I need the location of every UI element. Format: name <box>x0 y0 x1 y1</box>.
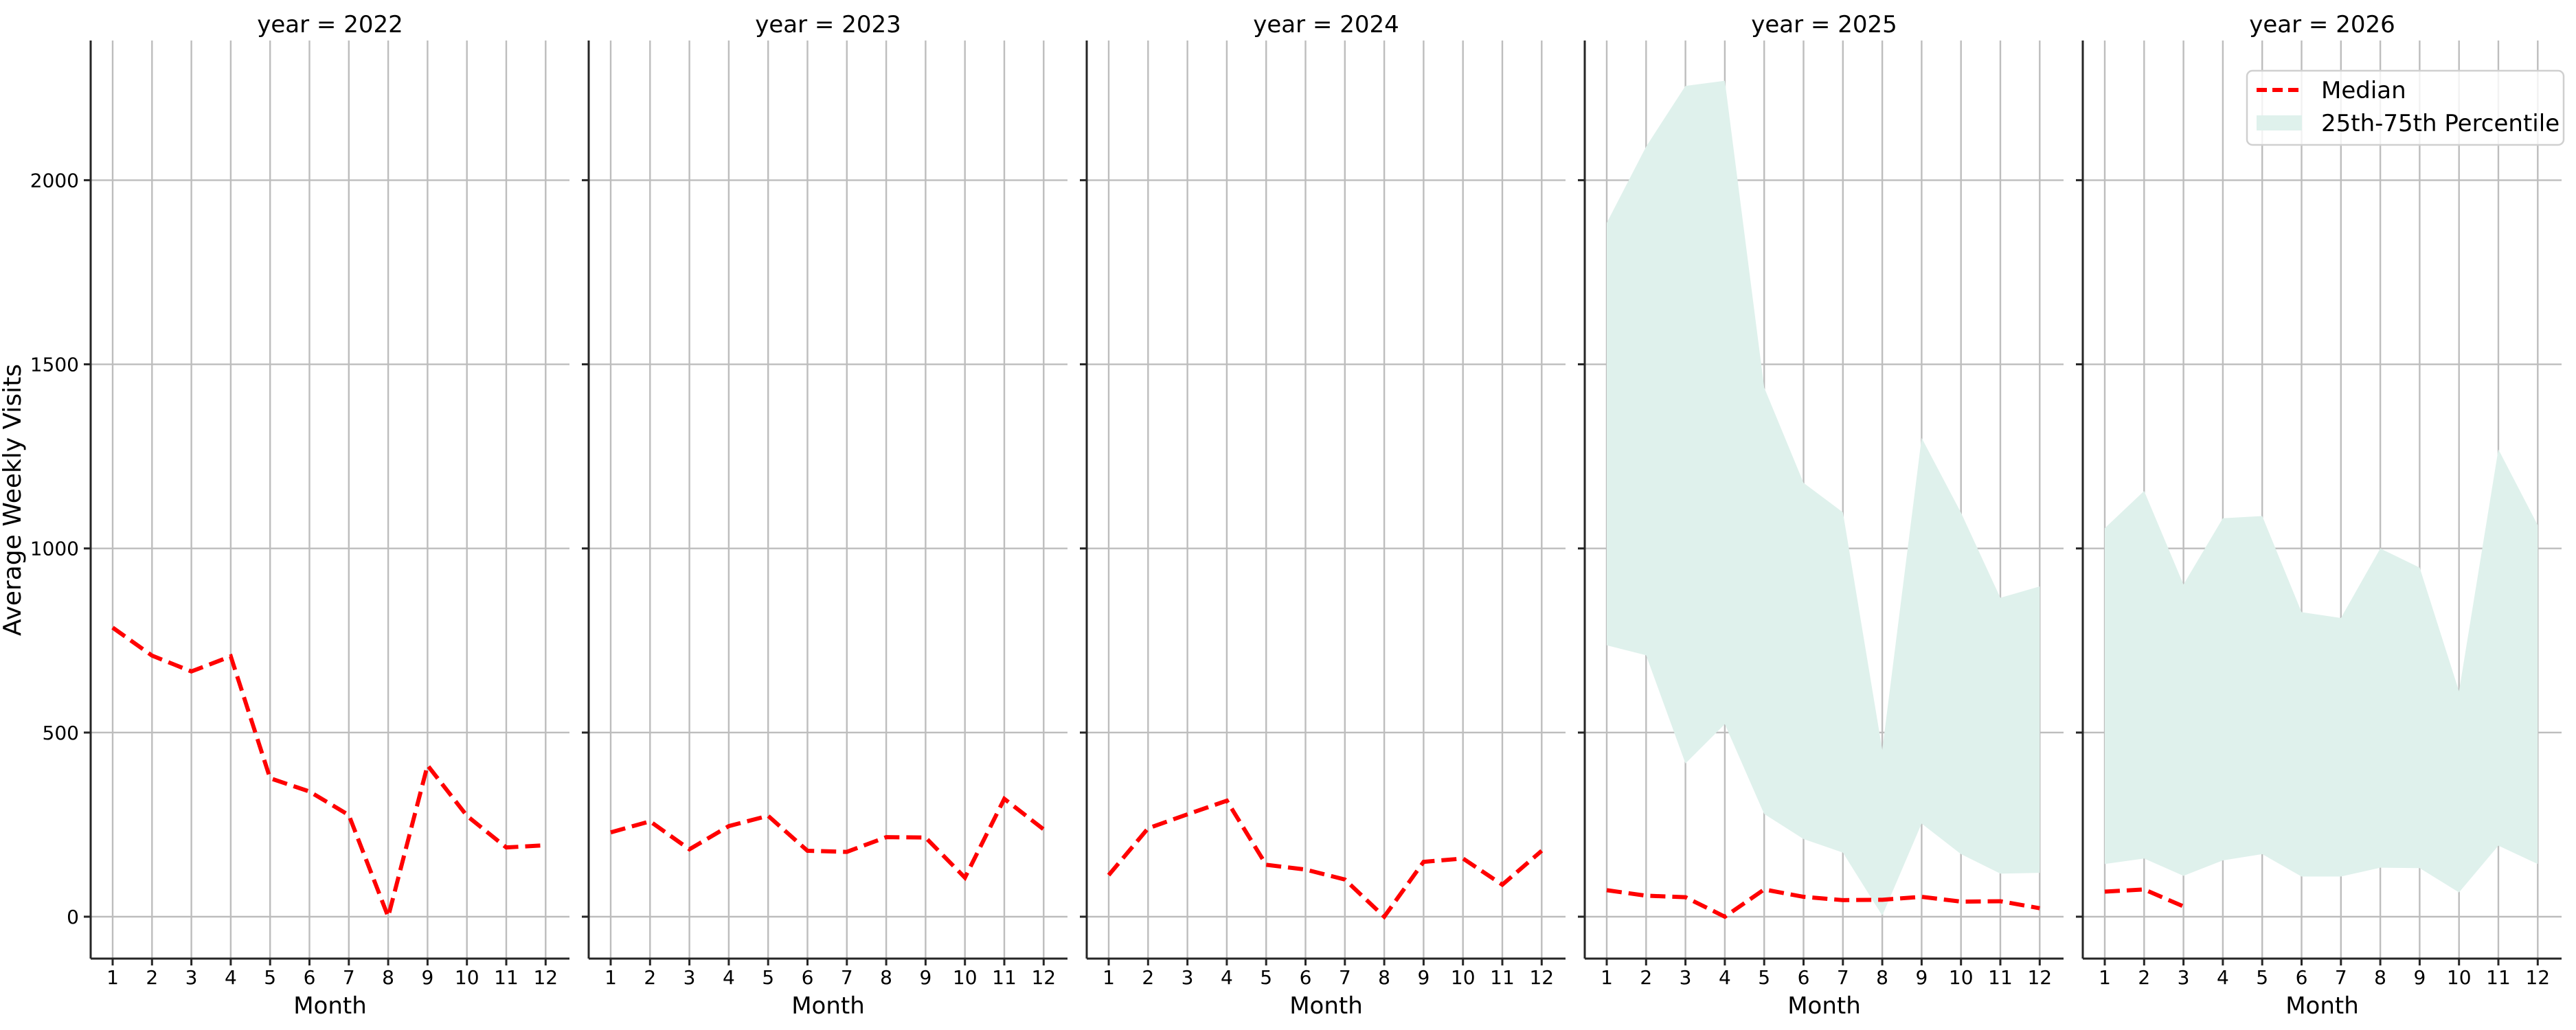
x-tick-label: 1 <box>1103 966 1115 989</box>
x-tick-label: 12 <box>1529 966 1554 989</box>
x-tick-label: 9 <box>1417 966 1430 989</box>
x-tick-label: 1 <box>2099 966 2111 989</box>
x-tick-label: 7 <box>343 966 355 989</box>
x-tick-label: 11 <box>2486 966 2511 989</box>
y-tick-label: 1000 <box>30 538 79 560</box>
x-axis-label: Month <box>791 992 865 1020</box>
legend-band-swatch <box>2257 115 2302 130</box>
x-tick-label: 11 <box>992 966 1017 989</box>
x-tick-label: 11 <box>494 966 519 989</box>
x-tick-label: 11 <box>1490 966 1515 989</box>
panel-title: year = 2026 <box>2249 11 2395 38</box>
x-tick-label: 5 <box>2256 966 2268 989</box>
x-tick-label: 3 <box>683 966 696 989</box>
x-tick-label: 10 <box>2447 966 2472 989</box>
x-tick-label: 5 <box>264 966 276 989</box>
median-line <box>111 626 546 924</box>
x-tick-label: 6 <box>2296 966 2308 989</box>
x-tick-label: 11 <box>1988 966 2013 989</box>
x-tick-label: 6 <box>1798 966 1810 989</box>
panel-title: year = 2023 <box>755 11 901 38</box>
x-tick-label: 6 <box>304 966 316 989</box>
x-tick-label: 12 <box>2027 966 2052 989</box>
x-tick-label: 2 <box>146 966 158 989</box>
x-tick-label: 10 <box>953 966 978 989</box>
x-tick-label: 9 <box>1915 966 1928 989</box>
x-tick-label: 7 <box>841 966 853 989</box>
median-line <box>1606 887 2040 919</box>
x-tick-label: 5 <box>1260 966 1272 989</box>
x-tick-label: 10 <box>455 966 479 989</box>
x-tick-label: 1 <box>1601 966 1613 989</box>
percentile-band <box>2105 449 2538 893</box>
y-tick-label: 1500 <box>30 354 79 376</box>
x-tick-label: 4 <box>225 966 237 989</box>
x-tick-label: 2 <box>2138 966 2150 989</box>
x-tick-label: 2 <box>1142 966 1154 989</box>
x-tick-label: 3 <box>185 966 198 989</box>
x-tick-label: 5 <box>762 966 774 989</box>
x-tick-label: 7 <box>1837 966 1849 989</box>
x-axis-label: Month <box>1289 992 1363 1020</box>
x-tick-label: 4 <box>2217 966 2229 989</box>
x-axis-label: Month <box>1787 992 1861 1020</box>
x-tick-label: 7 <box>1339 966 1351 989</box>
panel-title: year = 2025 <box>1751 11 1897 38</box>
x-tick-label: 4 <box>1719 966 1731 989</box>
x-tick-label: 5 <box>1758 966 1770 989</box>
x-axis-label: Month <box>293 992 367 1020</box>
legend-band-label: 25th-75th Percentile <box>2321 110 2560 137</box>
x-tick-label: 8 <box>1378 966 1390 989</box>
x-tick-label: 9 <box>919 966 931 989</box>
y-tick-label: 2000 <box>30 169 79 192</box>
x-tick-label: 7 <box>2335 966 2347 989</box>
median-line <box>610 795 1046 882</box>
x-tick-label: 8 <box>382 966 394 989</box>
x-tick-label: 4 <box>723 966 735 989</box>
x-tick-label: 8 <box>1876 966 1888 989</box>
x-tick-label: 4 <box>1221 966 1233 989</box>
x-tick-label: 8 <box>2374 966 2386 989</box>
x-tick-label: 2 <box>644 966 656 989</box>
x-tick-label: 3 <box>1680 966 1692 989</box>
x-tick-label: 1 <box>106 966 119 989</box>
x-tick-label: 12 <box>533 966 558 989</box>
x-tick-label: 12 <box>2525 966 2550 989</box>
y-axis-label: Average Weekly Visits <box>0 364 27 636</box>
x-tick-label: 6 <box>1300 966 1312 989</box>
x-tick-label: 3 <box>2178 966 2190 989</box>
y-tick-label: 0 <box>67 906 79 928</box>
x-tick-label: 3 <box>1182 966 1194 989</box>
x-tick-label: 1 <box>605 966 617 989</box>
x-tick-label: 8 <box>880 966 892 989</box>
percentile-band <box>1607 80 2040 916</box>
x-tick-label: 9 <box>421 966 433 989</box>
x-tick-label: 2 <box>1640 966 1652 989</box>
legend: Median 25th-75th Percentile <box>2246 69 2565 146</box>
x-axis-label: Month <box>2285 992 2359 1020</box>
panel-title: year = 2022 <box>257 11 403 38</box>
legend-median-label: Median <box>2321 77 2406 104</box>
x-tick-label: 10 <box>1949 966 1974 989</box>
legend-box <box>2246 69 2565 146</box>
x-tick-label: 6 <box>802 966 814 989</box>
x-tick-label: 9 <box>2413 966 2426 989</box>
y-tick-label: 500 <box>43 722 79 744</box>
median-line <box>2104 887 2184 908</box>
median-line <box>1107 798 1544 920</box>
panel-title: year = 2024 <box>1253 11 1399 38</box>
x-tick-label: 10 <box>1451 966 1476 989</box>
x-tick-label: 12 <box>1031 966 1056 989</box>
